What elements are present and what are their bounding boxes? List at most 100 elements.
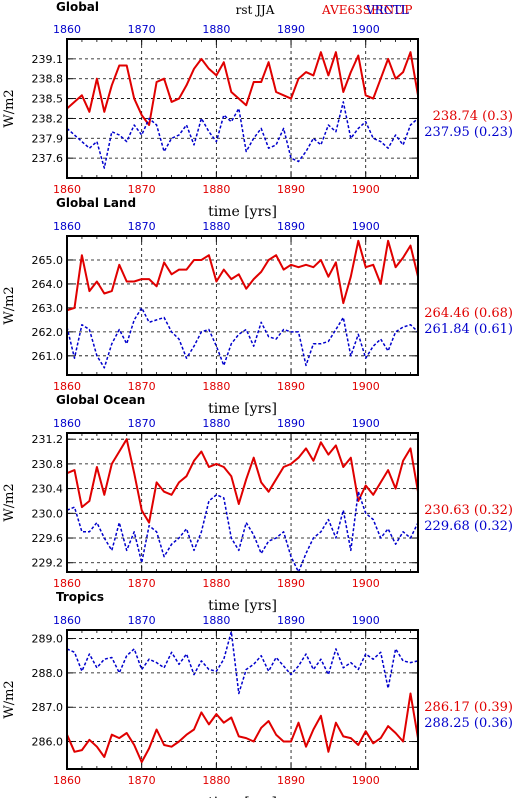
x-tick-label-top: 1900 [352,23,380,36]
plot-frame [66,38,419,179]
chart-panel-2: Global Land 1860 1860 1870 1870 1880 1880 1890 1… [2,196,513,417]
x-tick-label: 1890 [277,380,305,393]
x-tick-label-top: 1870 [128,23,156,36]
x-tick-label-top: 1870 [128,614,156,627]
y-tick-label: 230.4 [32,483,64,496]
y-tick-label: 230.8 [32,458,64,471]
header-legend-blue: VRCTL [365,3,409,17]
series-blue-line [66,307,419,369]
x-axis-label: time [yrs] [208,204,277,220]
x-tick-label-top: 1900 [352,220,380,233]
y-tick-label: 263.0 [32,302,64,315]
y-tick-label: 229.6 [32,532,64,545]
plot-frame [66,235,419,376]
x-tick-label-top: 1860 [53,614,81,627]
x-tick-label: 1880 [202,380,230,393]
y-tick-label: 231.2 [32,433,64,446]
y-tick-label: 230.0 [32,507,64,520]
x-tick-label: 1860 [53,774,81,787]
y-tick-label: 265.0 [32,254,64,267]
y-tick-label: 237.6 [32,152,64,165]
x-tick-label-top: 1900 [352,614,380,627]
y-tick-label: 289.0 [32,633,64,646]
series-red-line [66,438,419,524]
y-tick-label: 286.0 [32,736,64,749]
x-tick-label-top: 1860 [53,23,81,36]
x-tick-label-top: 1880 [202,417,230,430]
x-axis-label: time [yrs] [208,598,277,614]
stat-label-blue: 288.25 (0.36) [424,716,513,731]
panel-title: Global Ocean [56,393,145,407]
stat-label-blue: 237.95 (0.23) [424,125,513,140]
panel-title: Tropics [56,590,104,604]
x-tick-label: 1870 [128,774,156,787]
y-tick-label: 238.2 [32,112,64,125]
x-tick-label-top: 1860 [53,417,81,430]
y-tick-label: 261.0 [32,350,64,363]
x-tick-label-top: 1880 [202,614,230,627]
x-axis-label: time [yrs] [208,401,277,417]
y-tick-label: 262.0 [32,326,64,339]
x-tick-label-top: 1890 [277,220,305,233]
stat-label-red: 286.17 (0.39) [424,700,513,715]
header-left-title: Global [56,0,99,14]
x-tick-label-top: 1890 [277,23,305,36]
x-tick-label: 1860 [53,577,81,590]
chart-panel-4: Tropics 1860 1860 1870 1870 1880 1880 1890 1890 1… [2,590,513,798]
x-axis-label: time [yrs] [208,795,277,798]
series-blue-line [66,490,419,573]
series-red-line [66,239,419,312]
stat-label-red: 238.74 (0.3) [433,109,513,124]
x-tick-label: 1890 [277,577,305,590]
y-tick-label: 239.1 [32,53,64,66]
x-tick-label-top: 1900 [352,417,380,430]
x-tick-label-top: 1880 [202,23,230,36]
y-tick-label: 237.9 [32,132,64,145]
panel-title: Global Land [56,196,136,210]
x-tick-label-top: 1890 [277,614,305,627]
x-tick-label-top: 1870 [128,220,156,233]
series-red-line [66,51,419,126]
series-blue-line [66,101,419,169]
plot-frame [66,629,419,770]
x-tick-label: 1880 [202,577,230,590]
y-tick-label: 238.8 [32,73,64,86]
chart-panels: 1860 1860 1870 1870 1880 1880 1890 1890 1900 1900… [2,23,513,798]
x-tick-label: 1900 [352,183,380,196]
x-tick-label-top: 1860 [53,220,81,233]
stat-label-red: 264.46 (0.68) [424,306,513,321]
series-red-line [66,692,419,764]
x-tick-label: 1860 [53,380,81,393]
y-tick-label: 287.0 [32,701,64,714]
x-tick-label: 1870 [128,183,156,196]
x-tick-label: 1900 [352,774,380,787]
y-axis-label: W/m2 [2,89,17,127]
y-axis-label: W/m2 [2,483,17,521]
x-tick-label-top: 1870 [128,417,156,430]
stat-label-blue: 261.84 (0.61) [424,322,513,337]
x-tick-label: 1890 [277,774,305,787]
y-tick-label: 288.0 [32,667,64,680]
y-tick-label: 264.0 [32,278,64,291]
x-tick-label-top: 1890 [277,417,305,430]
x-tick-label: 1870 [128,577,156,590]
chart-panel-3: Global Ocean 1860 1860 1870 1870 1880 1880 1890… [2,393,513,614]
plot-frame [66,432,419,573]
header-legend-red: AVE63SPINUP [321,3,413,17]
chart-panel-1: 1860 1860 1870 1870 1880 1880 1890 1890 1900 1900… [2,23,513,220]
header-center-title: rst JJA [236,3,275,17]
y-tick-label: 229.2 [32,557,64,570]
x-tick-label: 1880 [202,774,230,787]
x-tick-label: 1900 [352,380,380,393]
x-tick-label: 1900 [352,577,380,590]
x-tick-label-top: 1880 [202,220,230,233]
x-tick-label: 1870 [128,380,156,393]
x-tick-label: 1880 [202,183,230,196]
y-axis-label: W/m2 [2,680,17,718]
y-tick-label: 238.5 [32,93,64,106]
x-tick-label: 1860 [53,183,81,196]
x-tick-label: 1890 [277,183,305,196]
stat-label-red: 230.63 (0.32) [424,503,513,518]
y-axis-label: W/m2 [2,286,17,324]
